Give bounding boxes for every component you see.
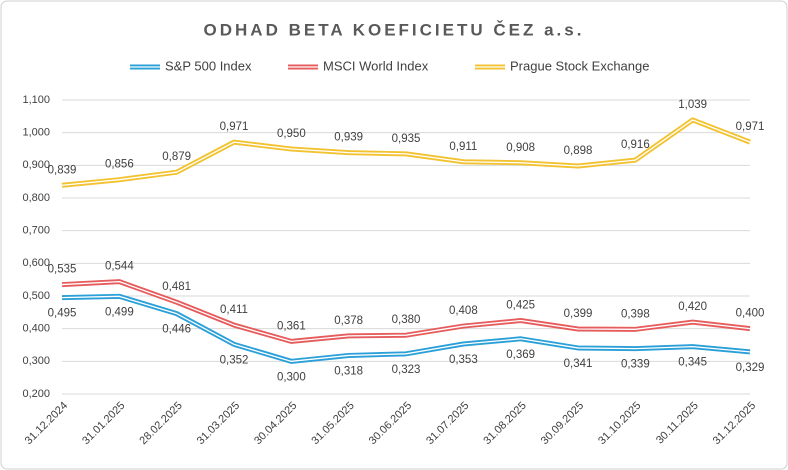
y-tick-label: 0,900 [22, 159, 50, 171]
data-label: 0,318 [334, 365, 363, 377]
data-label: 0,341 [564, 358, 593, 370]
data-label: 0,329 [736, 362, 765, 374]
data-label: 0,535 [48, 264, 77, 276]
data-label: 0,544 [105, 261, 134, 273]
data-label: 0,425 [506, 300, 535, 312]
data-label: 0,908 [506, 142, 535, 154]
data-label: 0,345 [678, 357, 707, 369]
data-label: 0,361 [277, 320, 306, 332]
series-line-highlight [61, 295, 751, 362]
data-label: 0,323 [392, 364, 421, 376]
data-label: 0,856 [105, 159, 134, 171]
y-tick-label: 0,800 [22, 192, 50, 204]
data-label: 0,495 [48, 308, 77, 320]
data-label: 0,939 [334, 132, 363, 144]
data-label: 0,971 [736, 121, 765, 133]
data-label: 0,339 [621, 359, 650, 371]
chart-title: ODHAD BETA KOEFICIETU ČEZ a.s. [204, 20, 585, 39]
data-label: 0,398 [621, 308, 650, 320]
series-line-highlight [61, 119, 751, 186]
data-label: 1,039 [678, 99, 707, 111]
data-label: 0,839 [48, 164, 77, 176]
data-label: 0,420 [678, 301, 707, 313]
data-label: 0,879 [162, 151, 191, 163]
data-label: 0,399 [564, 308, 593, 320]
data-label: 0,446 [162, 324, 191, 336]
y-tick-label: 0,400 [22, 323, 50, 335]
data-label: 0,481 [162, 281, 191, 293]
data-label: 0,898 [564, 145, 593, 157]
legend-label: MSCI World Index [323, 58, 429, 73]
data-label: 0,971 [220, 121, 249, 133]
data-label: 0,369 [506, 349, 535, 361]
y-tick-label: 0,300 [22, 355, 50, 367]
series-line-highlight [61, 280, 751, 343]
data-label: 0,378 [334, 315, 363, 327]
y-tick-label: 0,200 [22, 388, 50, 400]
data-label: 0,935 [392, 133, 421, 145]
data-label: 0,408 [449, 305, 478, 317]
legend-label: Prague Stock Exchange [510, 58, 649, 73]
y-tick-label: 1,000 [22, 127, 50, 139]
data-label: 0,916 [621, 139, 650, 151]
data-label: 0,352 [220, 354, 249, 366]
y-tick-label: 0,700 [22, 225, 50, 237]
y-tick-label: 1,100 [22, 94, 50, 106]
legend-label: S&P 500 Index [165, 58, 252, 73]
y-tick-label: 0,600 [22, 257, 50, 269]
data-label: 0,353 [449, 354, 478, 366]
data-label: 0,300 [277, 371, 306, 383]
data-label: 0,400 [736, 308, 765, 320]
data-label: 0,411 [220, 304, 248, 316]
data-label: 0,911 [449, 141, 477, 153]
y-tick-label: 0,500 [22, 290, 50, 302]
data-label: 0,380 [392, 314, 421, 326]
data-label: 0,499 [105, 306, 134, 318]
data-label: 0,950 [277, 128, 306, 140]
